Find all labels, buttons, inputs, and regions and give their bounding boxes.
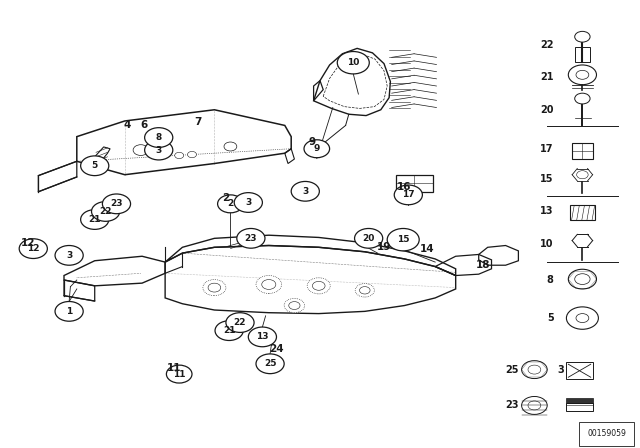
- Circle shape: [262, 280, 276, 289]
- Circle shape: [522, 361, 547, 379]
- Circle shape: [237, 228, 265, 248]
- Text: 25: 25: [505, 365, 518, 375]
- Text: 10: 10: [347, 58, 360, 67]
- Text: 18: 18: [476, 260, 490, 270]
- Circle shape: [166, 365, 192, 383]
- Circle shape: [575, 93, 590, 104]
- Circle shape: [576, 314, 589, 323]
- Text: 1: 1: [66, 307, 72, 316]
- Text: 14: 14: [420, 244, 435, 254]
- Circle shape: [215, 321, 243, 340]
- Text: 20: 20: [362, 234, 375, 243]
- Circle shape: [81, 210, 109, 229]
- Text: 23: 23: [110, 199, 123, 208]
- Circle shape: [208, 283, 221, 292]
- Text: 5: 5: [92, 161, 98, 170]
- Text: 8: 8: [156, 133, 162, 142]
- Text: 22: 22: [540, 40, 554, 50]
- Text: 20: 20: [540, 105, 554, 115]
- Circle shape: [575, 31, 590, 42]
- Circle shape: [566, 307, 598, 329]
- Circle shape: [234, 193, 262, 212]
- Circle shape: [522, 396, 547, 414]
- Text: 19: 19: [377, 242, 391, 252]
- Text: 3: 3: [557, 365, 564, 375]
- Circle shape: [145, 128, 173, 147]
- Circle shape: [289, 302, 300, 310]
- Text: 4: 4: [123, 121, 131, 130]
- Circle shape: [55, 302, 83, 321]
- Circle shape: [203, 280, 226, 296]
- Circle shape: [337, 52, 369, 74]
- Circle shape: [92, 202, 120, 221]
- Text: 10: 10: [540, 239, 554, 249]
- Circle shape: [387, 228, 419, 251]
- Text: 3: 3: [66, 251, 72, 260]
- Circle shape: [256, 354, 284, 374]
- Text: 16: 16: [397, 182, 412, 192]
- Circle shape: [528, 365, 541, 374]
- Circle shape: [145, 140, 173, 160]
- Circle shape: [355, 228, 383, 248]
- Text: 3: 3: [245, 198, 252, 207]
- Text: 13: 13: [540, 207, 554, 216]
- Circle shape: [175, 152, 184, 159]
- Text: 5: 5: [547, 313, 554, 323]
- Circle shape: [133, 145, 148, 155]
- Circle shape: [568, 269, 596, 289]
- Text: 21: 21: [88, 215, 101, 224]
- Circle shape: [577, 171, 588, 179]
- Text: 7: 7: [195, 117, 202, 127]
- Circle shape: [575, 274, 590, 284]
- Circle shape: [312, 281, 325, 290]
- Circle shape: [188, 151, 196, 158]
- Text: 11: 11: [173, 370, 186, 379]
- Text: 12: 12: [27, 244, 40, 253]
- Text: 13: 13: [256, 332, 269, 341]
- Text: 23: 23: [505, 401, 518, 410]
- Circle shape: [19, 239, 47, 258]
- Text: 12: 12: [21, 238, 35, 248]
- Text: 21: 21: [223, 326, 236, 335]
- Text: 22: 22: [99, 207, 112, 216]
- Circle shape: [218, 195, 243, 213]
- Circle shape: [224, 142, 237, 151]
- Text: 8: 8: [547, 275, 554, 285]
- Circle shape: [226, 313, 254, 332]
- Circle shape: [304, 140, 330, 158]
- Text: 3: 3: [302, 187, 308, 196]
- Circle shape: [55, 246, 83, 265]
- Circle shape: [248, 327, 276, 347]
- Circle shape: [81, 156, 109, 176]
- Text: 22: 22: [234, 318, 246, 327]
- Circle shape: [256, 276, 282, 293]
- Text: 3: 3: [156, 146, 162, 155]
- Circle shape: [307, 278, 330, 294]
- Circle shape: [576, 70, 589, 79]
- FancyBboxPatch shape: [566, 398, 593, 403]
- Circle shape: [394, 185, 422, 205]
- Circle shape: [284, 298, 305, 313]
- Text: 9: 9: [314, 144, 320, 153]
- Text: 24: 24: [269, 345, 284, 354]
- Text: 6: 6: [140, 121, 148, 130]
- Circle shape: [568, 65, 596, 85]
- Text: 9: 9: [308, 138, 316, 147]
- Text: 11: 11: [167, 363, 181, 373]
- Text: 23: 23: [244, 234, 257, 243]
- Text: 15: 15: [397, 235, 410, 244]
- Text: 15: 15: [540, 174, 554, 184]
- Circle shape: [355, 284, 374, 297]
- Text: 2: 2: [227, 199, 234, 208]
- Circle shape: [360, 287, 370, 294]
- Text: 17: 17: [540, 144, 554, 154]
- Text: 25: 25: [264, 359, 276, 368]
- Text: 17: 17: [402, 190, 415, 199]
- Circle shape: [291, 181, 319, 201]
- Text: 2: 2: [221, 193, 229, 203]
- Circle shape: [102, 194, 131, 214]
- Text: 00159059: 00159059: [587, 429, 626, 438]
- Circle shape: [528, 401, 541, 410]
- Text: 21: 21: [540, 72, 554, 82]
